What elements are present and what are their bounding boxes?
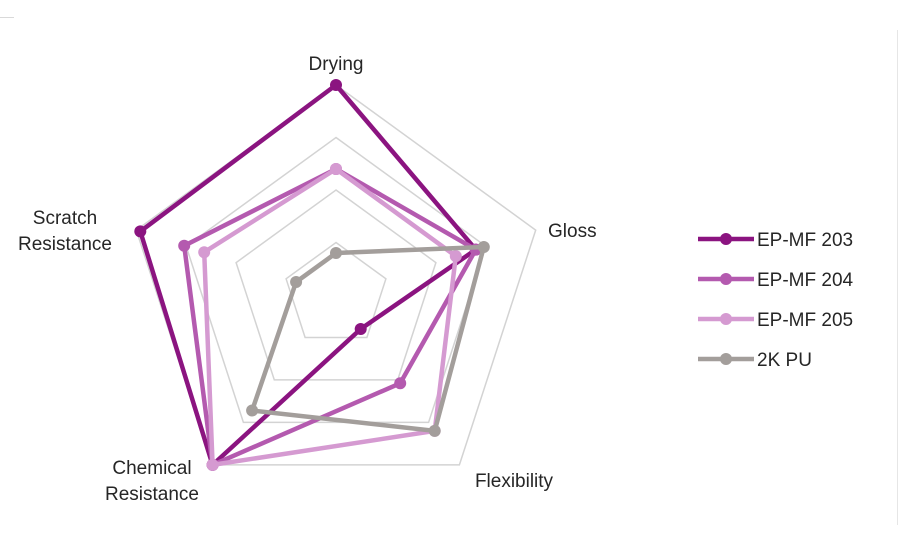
data-point bbox=[449, 250, 462, 263]
grid-ring bbox=[285, 241, 387, 339]
legend-item: 2K PU bbox=[698, 350, 812, 371]
data-point bbox=[178, 239, 191, 252]
legend-swatch-marker bbox=[720, 313, 732, 325]
axis-label: Chemical Resistance bbox=[105, 458, 199, 505]
legend-swatch-marker bbox=[720, 353, 732, 365]
legend-swatch-marker bbox=[720, 273, 732, 285]
axis-label: Drying bbox=[309, 54, 364, 75]
axis-label: Scratch Resistance bbox=[18, 208, 112, 255]
series-line bbox=[201, 166, 459, 468]
data-point bbox=[290, 276, 303, 288]
corner-line bbox=[0, 17, 14, 18]
legend-label: EP-MF 203 bbox=[757, 230, 853, 251]
right-border bbox=[897, 30, 898, 525]
legend-swatch-marker bbox=[720, 233, 732, 245]
axis-label: Flexibility bbox=[475, 471, 554, 492]
series-line bbox=[249, 244, 487, 434]
legend-label: EP-MF 204 bbox=[757, 270, 854, 291]
legend-item: EP-MF 203 bbox=[698, 230, 853, 251]
axis-label: Gloss bbox=[548, 221, 597, 242]
legend-label: 2K PU bbox=[757, 350, 812, 371]
legend-item: EP-MF 204 bbox=[698, 270, 854, 291]
legend: EP-MF 203 EP-MF 204 EP-MF 205 2K PU bbox=[698, 230, 854, 371]
grid-ring bbox=[185, 136, 487, 424]
series-line bbox=[181, 166, 479, 468]
data-point bbox=[354, 323, 367, 335]
data-point bbox=[134, 225, 147, 238]
data-point bbox=[394, 377, 407, 390]
data-point bbox=[477, 241, 490, 253]
legend-item: EP-MF 205 bbox=[698, 310, 853, 331]
legend-label: EP-MF 205 bbox=[757, 310, 853, 331]
axis-labels: Drying Gloss Flexibility Chemical Resistance… bbox=[18, 54, 597, 505]
data-point bbox=[428, 424, 441, 437]
data-point bbox=[246, 404, 259, 417]
data-point bbox=[330, 79, 342, 91]
data-point bbox=[206, 458, 219, 471]
data-point bbox=[198, 246, 211, 259]
series-3 bbox=[246, 241, 490, 437]
series-line bbox=[138, 82, 479, 468]
data-point bbox=[330, 163, 342, 175]
grid-ring bbox=[135, 84, 537, 466]
data-point bbox=[330, 247, 342, 259]
radar-series bbox=[134, 79, 490, 471]
